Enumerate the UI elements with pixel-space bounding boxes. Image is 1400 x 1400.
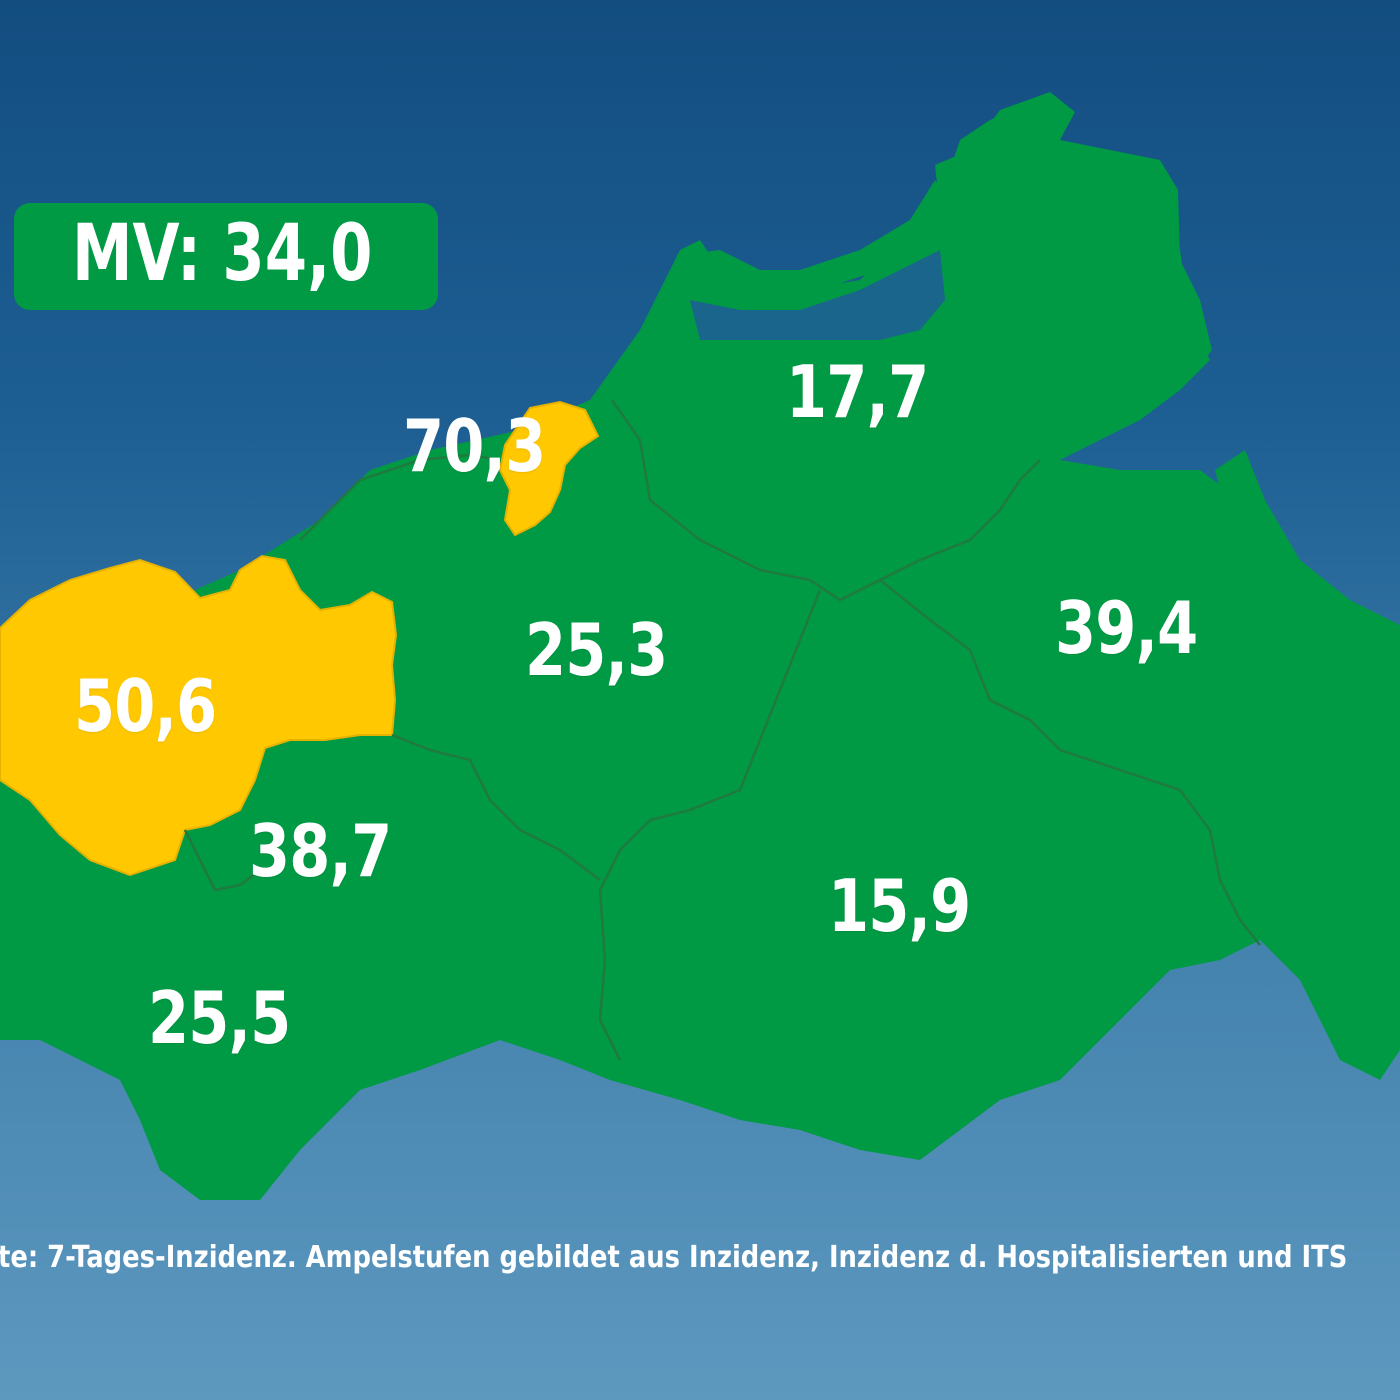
- label-ludwigslust-parchim: 25,5: [148, 976, 291, 1060]
- region-rostock-city: [498, 400, 600, 537]
- label-nordwestmecklenburg: 50,6: [74, 664, 217, 748]
- region-ruegen-island: [935, 92, 1212, 400]
- region-green-landmass: [0, 100, 1400, 1200]
- footnote: te: 7-Tages-Inzidenz. Ampelstufen gebild…: [0, 1240, 1348, 1275]
- total-incidence: MV: 34,0: [72, 209, 373, 299]
- label-vorpommern-ruegen: 17,7: [786, 350, 929, 434]
- lagoon-water: [690, 250, 945, 340]
- total-badge: [14, 203, 438, 310]
- region-peninsula: [640, 180, 950, 335]
- district-borders: [183, 399, 1261, 1061]
- label-schwerin: 38,7: [249, 809, 392, 893]
- region-usedom-island: [1215, 450, 1400, 720]
- label-rostock-county: 25,3: [525, 608, 668, 692]
- region-nordwestmecklenburg: [0, 554, 398, 877]
- label-vorpommern-greifswald: 39,4: [1055, 586, 1198, 670]
- label-rostock-city: 70,3: [403, 404, 546, 488]
- label-seenplatte: 15,9: [828, 864, 971, 948]
